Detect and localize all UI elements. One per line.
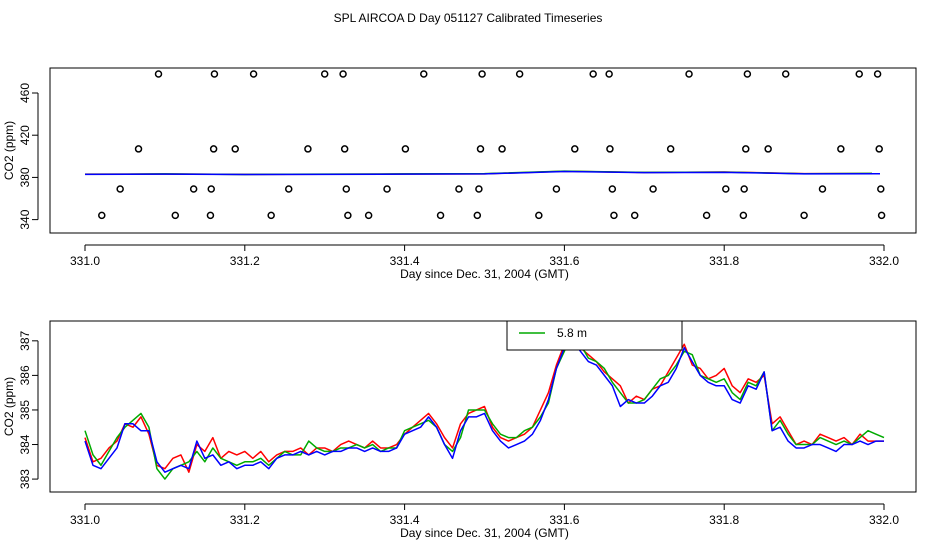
scatter-point	[344, 211, 352, 220]
x-tick-label: 331.4	[390, 513, 420, 527]
scatter-point	[475, 185, 483, 193]
scatter-point	[855, 70, 863, 78]
plot-frame	[49, 67, 917, 234]
scatter-point	[340, 145, 349, 153]
scatter-point	[498, 145, 506, 153]
y-axis-label: CO2 (ppm)	[2, 121, 16, 180]
y-axis-label: CO2 (ppm)	[2, 377, 16, 436]
y-tick-label: 385	[18, 400, 32, 420]
scatter-point	[605, 70, 613, 78]
scatter-point	[535, 211, 543, 220]
scatter-point	[473, 211, 482, 220]
scatter-point	[800, 211, 808, 220]
scatter-point	[589, 70, 597, 78]
timeseries-panel: 331.0 331.2 331.4 331.6 331.8 332.0 Day since …	[2, 320, 917, 540]
scatter-point	[606, 145, 614, 153]
scatter-point	[231, 145, 239, 153]
y-tick-label: 384	[18, 434, 32, 454]
scatter-point	[781, 70, 790, 78]
x-tick-label: 331.0	[70, 254, 100, 268]
scatter-point	[267, 211, 275, 220]
scatter-point	[154, 70, 163, 78]
x-tick-label: 331.6	[549, 254, 579, 268]
x-tick-label: 331.8	[709, 513, 739, 527]
scatter-point	[207, 185, 215, 193]
y-tick-label: 383	[18, 469, 32, 489]
scatter-point	[649, 185, 657, 193]
scatter-point	[552, 185, 561, 193]
scatter-point	[630, 211, 639, 220]
x-tick-label: 331.4	[390, 254, 420, 268]
scatter-point	[171, 211, 180, 220]
scatter-point	[742, 145, 750, 153]
plot-frame	[49, 320, 917, 493]
legend-label: 5.8 m	[557, 326, 587, 340]
scatter-point	[722, 185, 730, 193]
x-tick-label: 331.6	[549, 513, 579, 527]
scatter-point	[515, 70, 524, 78]
scatter-point	[249, 70, 258, 78]
scatter-point	[209, 145, 218, 153]
scatter-point	[342, 185, 351, 193]
legend: 5.8 m	[506, 320, 683, 351]
x-axis-label: Day since Dec. 31, 2004 (GMT)	[400, 526, 569, 540]
series-line	[84, 333, 885, 480]
scatter-point	[383, 185, 391, 193]
scatter-point	[877, 185, 885, 193]
scatter-point	[837, 145, 845, 153]
x-tick-label: 331.8	[709, 254, 739, 268]
scatter-point	[739, 211, 748, 220]
y-tick-label: 380	[18, 167, 32, 187]
scatter-point	[284, 185, 293, 193]
series-line	[84, 340, 884, 473]
scatter-point	[476, 145, 485, 153]
x-tick-label: 331.2	[230, 513, 260, 527]
legend-box	[506, 320, 683, 351]
scatter-point	[436, 211, 445, 220]
scatter-point	[320, 70, 329, 78]
scatter-point	[364, 211, 373, 220]
scatter-point	[116, 185, 124, 193]
x-tick-label: 331.2	[230, 254, 260, 268]
scatter-point	[401, 145, 410, 153]
scatter-point	[666, 145, 675, 153]
y-tick-label: 460	[18, 83, 32, 103]
y-tick-label: 386	[18, 365, 32, 385]
scatter-panel: 331.0 331.2 331.4 331.6 331.8 332.0 Day since …	[2, 67, 917, 281]
scatter-point	[134, 145, 143, 153]
scatter-point	[478, 70, 486, 78]
scatter-point	[818, 185, 827, 193]
scatter-point	[873, 70, 882, 78]
scatter-point	[98, 211, 106, 220]
scatter-point	[740, 185, 748, 193]
scatter-point	[610, 211, 618, 220]
scatter-point	[571, 145, 579, 153]
series-line	[84, 170, 881, 176]
scatter-point	[210, 70, 219, 78]
scatter-point	[206, 211, 215, 220]
y-tick-label: 420	[18, 125, 32, 145]
scatter-point	[339, 70, 347, 78]
chart-title: SPL AIRCOA D Day 051127 Calibrated Times…	[334, 11, 603, 25]
scatter-point	[877, 211, 886, 220]
scatter-point	[420, 70, 428, 78]
scatter-point	[189, 185, 198, 193]
scatter-point	[685, 70, 693, 78]
scatter-point	[608, 185, 617, 193]
x-axis-label: Day since Dec. 31, 2004 (GMT)	[400, 267, 569, 281]
scatter-point	[875, 145, 883, 153]
scatter-point	[702, 211, 711, 220]
x-tick-label: 332.0	[869, 254, 899, 268]
y-tick-label: 387	[18, 330, 32, 350]
scatter-point	[743, 70, 752, 78]
scatter-point	[304, 145, 312, 153]
x-tick-label: 332.0	[869, 513, 899, 527]
series-line	[84, 336, 884, 473]
scatter-point	[455, 185, 463, 193]
y-tick-label: 340	[18, 209, 32, 229]
scatter-point	[764, 145, 772, 153]
x-tick-label: 331.0	[70, 513, 100, 527]
